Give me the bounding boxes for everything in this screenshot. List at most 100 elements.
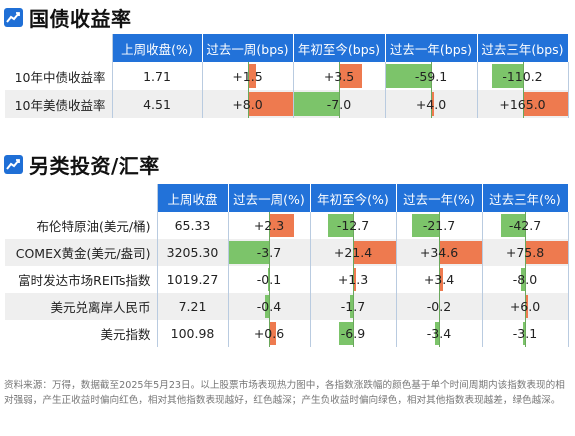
change-cell-y3: +6.0 [482, 293, 569, 320]
change-value: +1.5 [232, 68, 263, 84]
table-header-row: 上周收盘(%) 过去一周(bps) 年初至今(bps) 过去一年(bps) 过去… [5, 34, 569, 62]
header-week: 过去一周(%) [228, 184, 311, 212]
change-bar [269, 214, 295, 237]
close-value: 1019.27 [157, 266, 229, 293]
table-row: 10年中债收益率 1.71 +1.5 +3.5 -59.1 -110.2 [5, 62, 569, 90]
change-value: +1.3 [337, 272, 369, 287]
change-cell-w1: -0.4 [228, 293, 311, 320]
change-cell-w1: +2.3 [228, 212, 311, 239]
zero-line [522, 62, 524, 90]
change-cell-ytd: -1.7 [310, 293, 397, 320]
change-bar [264, 295, 269, 318]
header-year: 过去一年(%) [396, 184, 483, 212]
change-cell-y1: -0.2 [396, 293, 483, 320]
change-cell-y3: +165.0 [477, 90, 569, 118]
zero-line [353, 293, 354, 320]
table-row: 富时发达市场REITs指数 1019.27 -0.1 +1.3 +3.4 -8.0 [5, 266, 569, 293]
bond-yield-table: 上周收盘(%) 过去一周(bps) 年初至今(bps) 过去一年(bps) 过去… [5, 34, 569, 118]
row-label: 富时发达市场REITs指数 [5, 266, 158, 293]
header-ytd: 年初至今(bps) [293, 34, 386, 62]
change-value: -0.1 [256, 272, 282, 287]
change-bar [339, 322, 353, 345]
change-cell-ytd: -12.7 [310, 212, 397, 239]
change-cell-y1: -3.4 [396, 320, 483, 347]
zero-line [269, 293, 270, 320]
change-bar [269, 322, 276, 345]
zero-line [269, 266, 270, 293]
zero-line [269, 320, 270, 347]
change-value: +4.0 [415, 96, 447, 112]
change-cell-ytd: +21.4 [310, 239, 397, 266]
change-value: -1.7 [340, 299, 366, 314]
change-bar [349, 295, 353, 318]
zero-line [339, 90, 340, 118]
row-label: 布伦特原油(美元/桶) [5, 212, 158, 239]
zero-line [525, 266, 526, 293]
change-cell-y1: -59.1 [385, 62, 478, 90]
zero-line [431, 62, 432, 90]
change-cell-y3: +75.8 [482, 239, 569, 266]
change-bar [522, 92, 567, 116]
change-bar [339, 64, 362, 88]
change-bar [293, 92, 339, 116]
header-3year: 过去三年(%) [482, 184, 569, 212]
change-bar [327, 214, 353, 237]
change-bar [523, 322, 525, 345]
row-label: 美元兑离岸人民币 [5, 293, 158, 320]
zero-line [353, 320, 354, 347]
change-bar [525, 295, 529, 318]
change-bar [267, 268, 269, 291]
change-bar [353, 268, 356, 291]
change-value: -0.2 [426, 299, 452, 314]
zero-line [525, 212, 526, 239]
row-label: 10年美债收益率 [5, 90, 113, 118]
change-cell-ytd: +1.3 [310, 266, 397, 293]
alternatives-table: 上周收盘 过去一周(%) 年初至今(%) 过去一年(%) 过去三年(%) 布伦特… [5, 184, 569, 347]
table-row: 美元兑离岸人民币 7.21 -0.4 -1.7 -0.2 +6.0 [5, 293, 569, 320]
change-value: -12.7 [336, 218, 370, 233]
close-value: 65.33 [157, 212, 229, 239]
close-value: 4.51 [112, 90, 203, 118]
change-value: -3.7 [256, 245, 282, 260]
change-cell-w1: +0.6 [228, 320, 311, 347]
change-bar [353, 241, 395, 264]
zero-line [439, 212, 440, 239]
change-cell-y3: -110.2 [477, 62, 569, 90]
change-cell-ytd: -6.9 [310, 320, 397, 347]
change-cell-y1: +3.4 [396, 266, 483, 293]
row-label: 美元指数 [5, 320, 158, 347]
zero-line [439, 320, 440, 347]
change-value: +6.0 [509, 299, 541, 314]
table-row: 10年美债收益率 4.51 +8.0 -7.0 +4.0 +165.0 [5, 90, 569, 118]
change-cell-ytd: -7.0 [293, 90, 386, 118]
row-label: 10年中债收益率 [5, 62, 113, 90]
header-year: 过去一年(bps) [385, 34, 478, 62]
header-blank [5, 184, 158, 212]
zero-line [339, 62, 340, 90]
change-value: +2.3 [253, 218, 285, 233]
zero-line [247, 62, 249, 90]
change-value: -21.7 [422, 218, 456, 233]
change-value: +21.4 [333, 245, 373, 260]
change-value: +34.6 [419, 245, 459, 260]
header-3year: 过去三年(bps) [477, 34, 569, 62]
change-value: +0.6 [253, 326, 285, 341]
zero-line [269, 212, 270, 239]
change-value: -42.7 [508, 218, 542, 233]
zero-line [247, 90, 249, 118]
change-value: +3.4 [423, 272, 455, 287]
close-value: 100.98 [157, 320, 229, 347]
close-value: 7.21 [157, 293, 229, 320]
zero-line [431, 90, 432, 118]
change-bar [520, 268, 525, 291]
change-value: -59.1 [414, 68, 448, 84]
change-bar [439, 268, 444, 291]
zero-line [353, 212, 354, 239]
change-value: -6.9 [340, 326, 366, 341]
change-value: +165.0 [499, 96, 546, 112]
zero-line [439, 266, 440, 293]
table-row: 美元指数 100.98 +0.6 -6.9 -3.4 -3.1 [5, 320, 569, 347]
change-bar [247, 64, 256, 88]
header-ytd: 年初至今(%) [310, 184, 397, 212]
change-cell-y3: -8.0 [482, 266, 569, 293]
